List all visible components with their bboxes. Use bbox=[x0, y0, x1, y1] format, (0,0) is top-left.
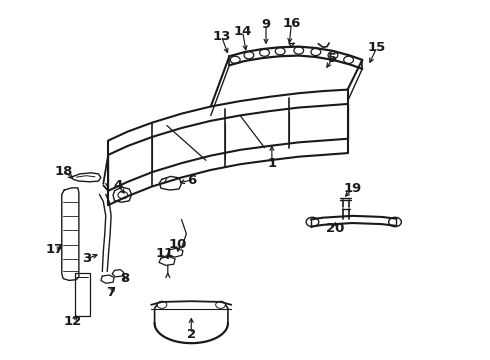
Text: 3: 3 bbox=[81, 252, 91, 265]
Text: 13: 13 bbox=[212, 30, 231, 43]
Text: 20: 20 bbox=[326, 222, 344, 235]
Text: 14: 14 bbox=[233, 25, 252, 38]
Text: 2: 2 bbox=[187, 328, 196, 341]
Text: 15: 15 bbox=[368, 41, 386, 54]
Text: 1: 1 bbox=[268, 157, 276, 170]
Text: 7: 7 bbox=[106, 287, 115, 300]
Text: 17: 17 bbox=[45, 243, 64, 256]
Text: 16: 16 bbox=[282, 17, 300, 30]
Text: 12: 12 bbox=[64, 315, 82, 328]
Text: 10: 10 bbox=[169, 238, 187, 251]
Text: 9: 9 bbox=[262, 18, 270, 31]
Bar bbox=[75, 273, 90, 316]
Text: 19: 19 bbox=[343, 183, 362, 195]
Text: 6: 6 bbox=[187, 174, 196, 186]
Text: 4: 4 bbox=[113, 179, 122, 192]
Text: 11: 11 bbox=[155, 247, 173, 260]
Text: 18: 18 bbox=[55, 165, 74, 177]
Text: 5: 5 bbox=[328, 51, 338, 64]
Text: 8: 8 bbox=[121, 272, 130, 285]
